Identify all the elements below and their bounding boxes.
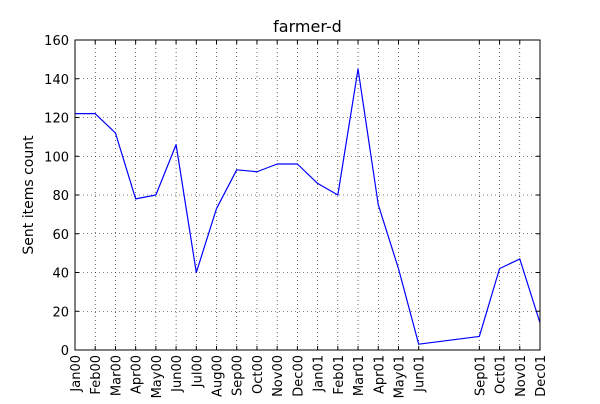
y-tick-label: 60	[52, 228, 69, 243]
x-tick-label: Oct00	[251, 355, 266, 394]
x-tick-label: Jan01	[312, 355, 327, 393]
y-axis: 0 20 40 60 80 100 120 140 160	[44, 34, 540, 359]
x-tick-label: Mar01	[352, 355, 367, 396]
series-line-0	[75, 68, 541, 345]
y-tick-label: 40	[52, 267, 69, 282]
y-tick-label: 20	[52, 305, 69, 320]
x-axis: Jan00 Feb00 Mar00 Apr00 May00 Jun00 Jul00 Aug00…	[69, 40, 549, 398]
x-tick-label: May01	[392, 355, 407, 398]
x-tick-label: Aug00	[211, 355, 226, 397]
x-tick-label: Jan00	[69, 355, 84, 393]
y-tick-label: 0	[61, 344, 69, 359]
x-tick-label: Feb00	[89, 355, 104, 395]
chart-title: farmer-d	[273, 17, 342, 36]
y-tick-label: 160	[44, 34, 69, 49]
y-tick-label: 140	[44, 73, 69, 88]
y-tick-label: 100	[44, 150, 69, 165]
x-tick-label: Jun00	[170, 355, 185, 393]
x-tick-label: Sep00	[231, 355, 246, 396]
x-tick-label: May00	[150, 355, 165, 398]
x-tick-label: Apr00	[130, 355, 145, 394]
x-tick-label: Nov01	[514, 355, 529, 397]
x-tick-label: Jul00	[190, 355, 205, 388]
y-axis-label: Sent items count	[21, 135, 37, 255]
x-tick-label: Sep01	[473, 355, 488, 396]
x-tick-label: Apr01	[372, 355, 387, 394]
x-tick-label: Mar00	[109, 355, 124, 396]
x-tick-label: Dec00	[291, 355, 306, 397]
y-tick-label: 120	[44, 112, 69, 127]
y-tick-label: 80	[52, 189, 69, 204]
series-layer	[75, 68, 541, 345]
x-tick-label: Dec01	[534, 355, 549, 397]
x-tick-label: Feb01	[332, 355, 347, 395]
x-tick-label: Oct01	[494, 355, 509, 394]
x-tick-label: Jun01	[413, 355, 428, 393]
x-tick-label: Nov00	[271, 355, 286, 397]
